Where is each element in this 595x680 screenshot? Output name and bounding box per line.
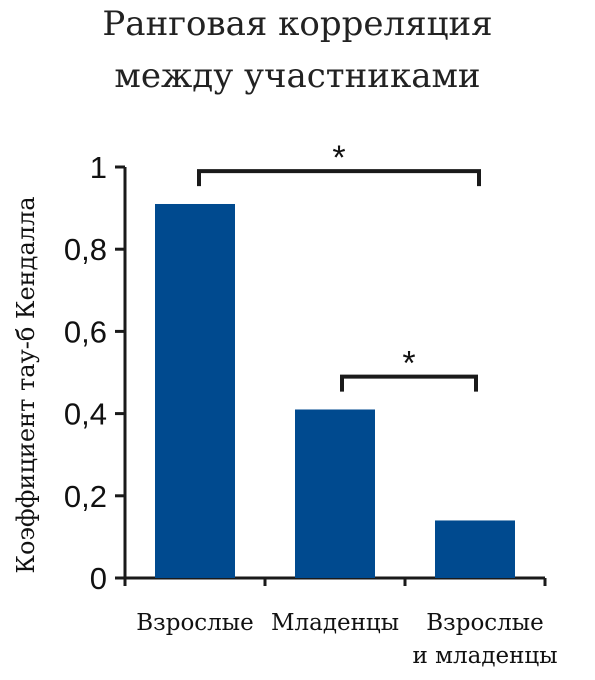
significance-bracket xyxy=(197,169,481,187)
y-tick-label: 0,6 xyxy=(64,314,107,349)
y-tick-label: 0 xyxy=(90,561,107,596)
significance-bracket xyxy=(340,374,478,392)
significance-marker: * xyxy=(332,139,345,177)
bar-0 xyxy=(155,203,235,579)
y-tick-label: 1 xyxy=(90,150,107,185)
chart-title-line-2: между участниками xyxy=(114,56,481,96)
y-tick-label: 0,8 xyxy=(64,232,107,267)
y-axis-label: Коэффициент тау-б Кендалла xyxy=(12,196,40,573)
category-label: Взрослые xyxy=(426,610,543,636)
significance-marker: * xyxy=(402,345,415,383)
bar-1 xyxy=(295,409,375,578)
category-label: Взрослые xyxy=(136,610,253,636)
category-label: Младенцы xyxy=(271,610,399,636)
y-tick-label: 0,4 xyxy=(64,397,107,432)
chart-title-line-1: Ранговая корреляция xyxy=(102,4,493,44)
category-label: и младенцы xyxy=(412,643,557,669)
bar-2 xyxy=(435,520,515,578)
y-tick-label: 0,2 xyxy=(64,479,107,514)
